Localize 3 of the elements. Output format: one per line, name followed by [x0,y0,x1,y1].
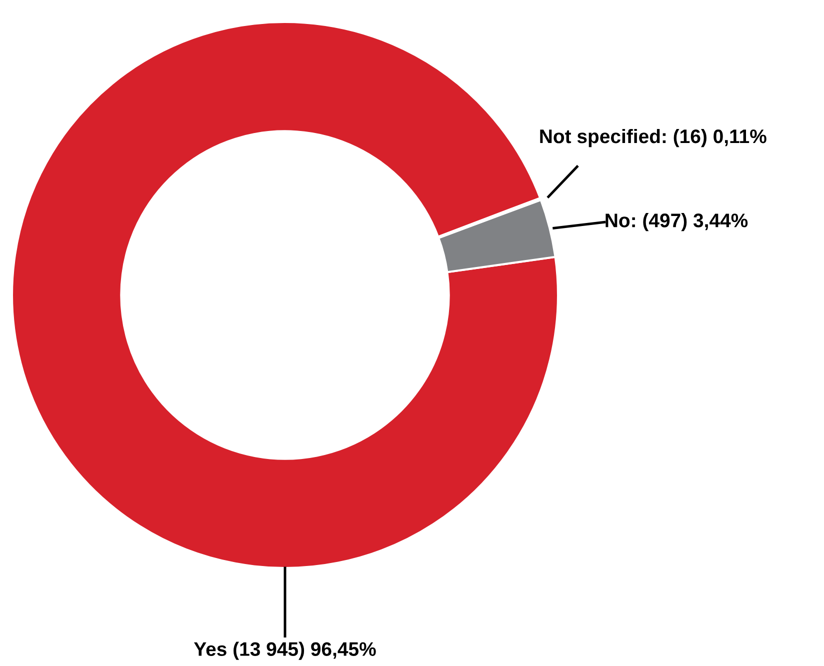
slice-label: No: (497) 3,44% [606,213,748,232]
slice-label: Yes (13 945) 96,45% [194,642,376,660]
slice-label: Not specified: (16) 0,11% [540,128,766,148]
